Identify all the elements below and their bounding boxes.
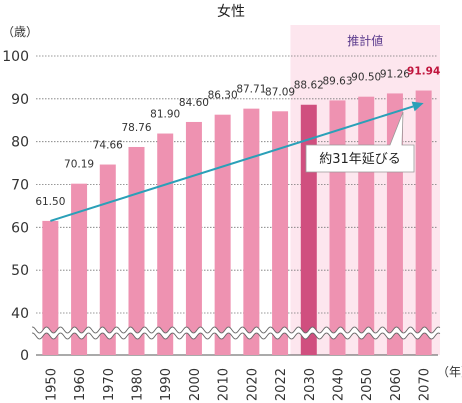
- data-label: 91.94: [407, 66, 440, 78]
- y-tick-label: 50: [11, 263, 29, 279]
- bars: [42, 90, 432, 356]
- y-axis-label: （歳）: [2, 25, 38, 39]
- data-label: 78.76: [121, 122, 151, 134]
- data-label: 81.90: [150, 109, 180, 121]
- x-tick-label: 2000: [188, 368, 203, 401]
- data-label: 87.71: [236, 84, 266, 96]
- bar: [243, 108, 260, 355]
- y-tick-label: 40: [11, 306, 29, 322]
- data-label: 87.09: [265, 86, 295, 98]
- data-label: 84.60: [179, 97, 209, 109]
- y-tick-label: 60: [11, 220, 29, 236]
- break-line-top: [32, 326, 441, 334]
- x-tick-label: 2020: [245, 368, 260, 401]
- data-label: 74.66: [93, 140, 123, 152]
- data-label: 61.50: [35, 196, 65, 208]
- bar: [300, 104, 317, 356]
- callout: 約31年延びる: [305, 111, 415, 173]
- data-label: 89.63: [322, 75, 352, 87]
- bar: [128, 146, 145, 355]
- y-tick-label: 80: [11, 135, 29, 151]
- trend-arrowhead: [411, 101, 424, 112]
- x-tick-label: 1950: [44, 368, 59, 401]
- bar: [415, 90, 432, 355]
- callout-text: 約31年延びる: [319, 152, 401, 167]
- callout-box: [305, 111, 415, 173]
- data-label: 88.62: [294, 80, 324, 92]
- projection-label: 推計値: [347, 33, 383, 48]
- bar: [42, 220, 59, 355]
- x-tick-label: 2030: [303, 368, 318, 401]
- x-tick-label: 2040: [332, 368, 347, 401]
- data-label: 86.30: [208, 90, 238, 102]
- bar: [214, 114, 231, 355]
- trend-line: [50, 105, 414, 222]
- data-labels: 61.50 70.19 74.66 78.7681.9084.6086.3087.71…: [35, 66, 440, 208]
- x-tick-label: 1990: [159, 368, 174, 401]
- axis-break: [32, 326, 441, 340]
- break-line-bottom: [32, 332, 441, 340]
- x-tick-label: 2050: [360, 368, 375, 401]
- y-tick-labels: 0 40 50 60 70 80 90 100: [2, 49, 29, 364]
- bar: [157, 133, 174, 355]
- data-label: 90.50: [351, 72, 381, 84]
- x-tick-label: 2010: [217, 368, 232, 401]
- x-tick-label: 2022: [274, 368, 289, 401]
- y-tick-label: 100: [2, 49, 29, 65]
- bar: [329, 100, 346, 355]
- bar: [185, 121, 202, 355]
- data-label: 70.19: [64, 159, 94, 171]
- bar: [71, 183, 88, 355]
- x-tick-label: 1980: [131, 368, 146, 401]
- x-tick-label: 1960: [73, 368, 88, 401]
- x-tick-label: 2070: [418, 368, 433, 401]
- x-tick-label: 1970: [102, 368, 117, 401]
- bar: [358, 96, 375, 356]
- x-tick-label: 2060: [389, 368, 404, 401]
- y-tick-label: 0: [20, 348, 29, 364]
- bar: [99, 164, 116, 355]
- trend-arrow: [50, 101, 424, 222]
- x-axis-label: （年）: [437, 365, 462, 379]
- y-tick-label: 90: [11, 92, 29, 108]
- y-tick-label: 70: [11, 178, 29, 194]
- data-label: 91.26: [380, 68, 410, 80]
- chart-title: 女性: [217, 3, 245, 20]
- bar: [272, 111, 289, 355]
- x-tick-labels: 1950 1960 1970 1980 1990 2000 2010 2020 2022 2030…: [44, 368, 432, 401]
